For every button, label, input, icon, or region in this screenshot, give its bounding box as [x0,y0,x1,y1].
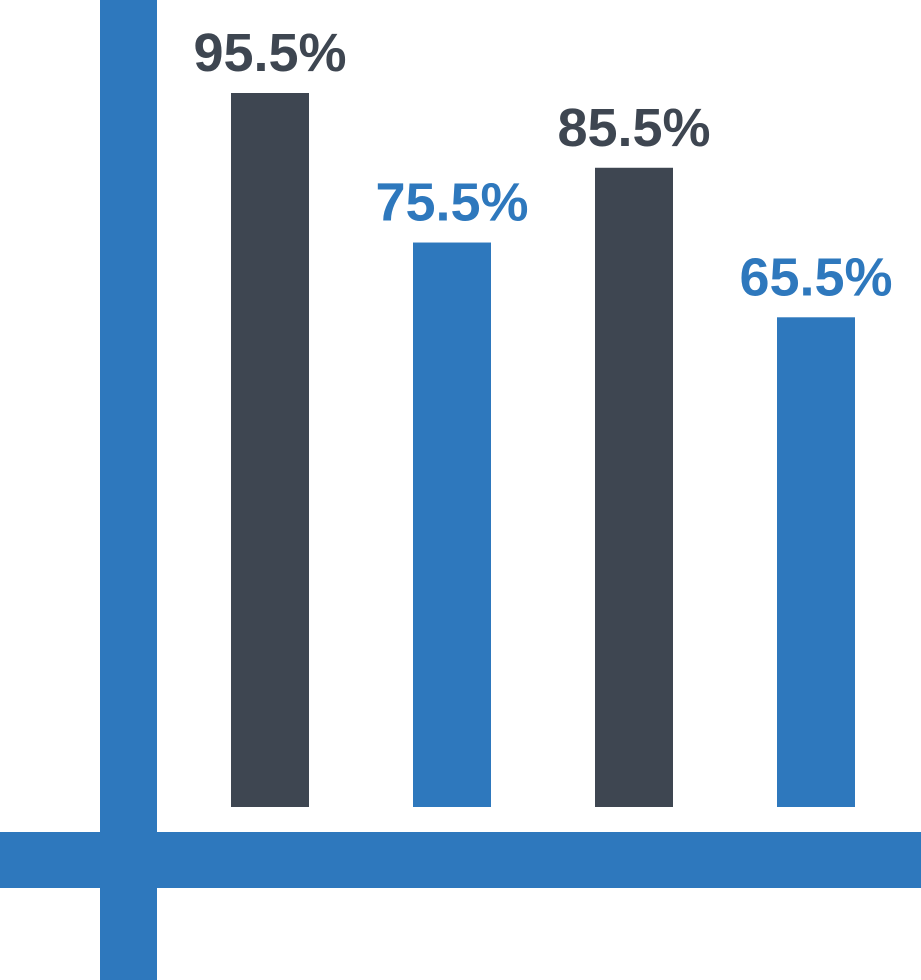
bar-label-4: 65.5% [739,247,892,307]
bars-group [231,93,855,807]
bar-label-2: 75.5% [375,173,528,233]
bar-4 [777,317,855,807]
labels-group: 95.5% 75.5% 85.5% 65.5% [193,23,892,307]
bar-1 [231,93,309,807]
bar-3 [595,167,673,807]
bar-label-1: 95.5% [193,23,346,83]
x-axis [0,832,921,888]
bar-label-3: 85.5% [557,98,710,158]
bar-2 [413,242,491,807]
y-axis [100,0,157,980]
